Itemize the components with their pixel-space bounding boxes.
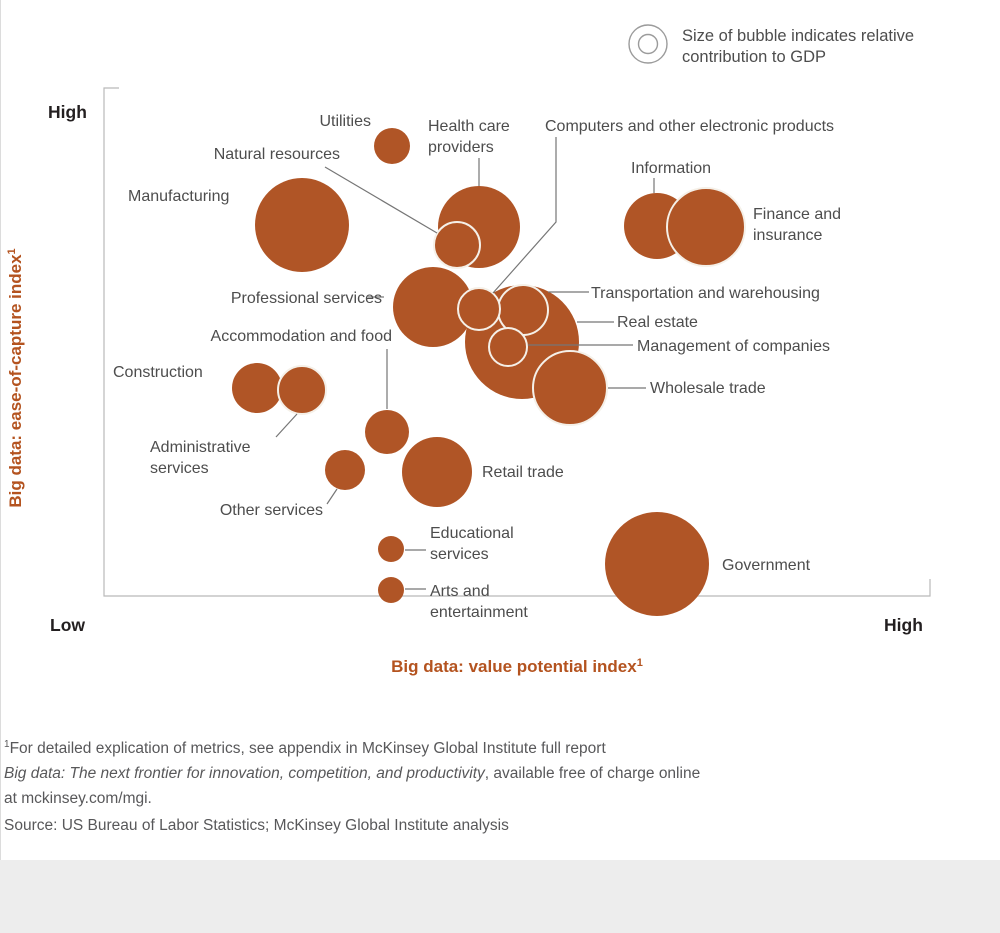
legend: Size of bubble indicates relative contri…: [628, 24, 914, 66]
bubble-label-wholesale-trade: Wholesale trade: [650, 380, 766, 397]
y-axis-high-label: High: [48, 102, 87, 122]
x-axis-title: Big data: value potential index1: [391, 657, 643, 676]
legend-bubble-inner-icon: [637, 33, 659, 55]
bubble-label-real-estate: Real estate: [617, 314, 698, 331]
bubble-label-computers-electronics: Computers and other electronic products: [545, 118, 834, 135]
footnote-block: 1For detailed explication of metrics, se…: [4, 736, 864, 811]
bubble-construction: [232, 363, 282, 413]
bubbles-layer: [232, 128, 746, 616]
bubble-finance-insurance: [666, 187, 746, 267]
bubble-manufacturing: [255, 178, 349, 272]
page-bottom-strip: [0, 860, 1000, 933]
bubble-label-transportation-warehousing: Transportation and warehousing: [591, 285, 820, 302]
bubble-labels-layer: Real estate Professional services Health c…: [113, 113, 841, 621]
bubble-label-finance-insurance: Finance and insurance: [753, 206, 841, 244]
bubble-label-professional-services: Professional services: [231, 290, 382, 307]
source-line: Source: US Bureau of Labor Statistics; M…: [4, 817, 509, 834]
bubble-professional-services: [393, 267, 473, 347]
leader-line-natural-resources: [324, 166, 438, 234]
y-axis-low-label: Low: [50, 615, 85, 635]
legend-caption-line1: Size of bubble indicates relative: [682, 27, 914, 45]
bubble-label-manufacturing: Manufacturing: [128, 188, 229, 205]
bubble-utilities: [374, 128, 410, 164]
bubble-arts-entertainment: [378, 577, 404, 603]
y-axis-title: Big data: ease-of-capture index1: [6, 248, 25, 507]
bubble-label-management-of-companies: Management of companies: [637, 338, 830, 355]
bubble-label-accommodation-food: Accommodation and food: [211, 328, 392, 345]
bubble-computers-electronics: [457, 287, 501, 331]
bubble-accommodation-food: [365, 410, 409, 454]
footnote-line-2: Big data: The next frontier for innovati…: [4, 765, 701, 782]
legend-caption-line2: contribution to GDP: [682, 48, 826, 66]
bubble-management-of-companies: [488, 327, 528, 367]
footnote-line-3: at mckinsey.com/mgi.: [4, 790, 152, 807]
chart-area: Size of bubble indicates relative contri…: [6, 24, 931, 676]
bubble-label-other-services: Other services: [220, 502, 323, 519]
leaders-layer: [275, 137, 655, 590]
axis-lines: [103, 87, 931, 597]
bubble-label-educational-services: Educational services: [430, 525, 514, 563]
bubble-other-services: [325, 450, 365, 490]
bubble-wholesale-trade: [532, 350, 608, 426]
bubble-label-administrative-services: Administrative services: [150, 439, 251, 477]
bubble-government: [605, 512, 709, 616]
bubble-label-retail-trade: Retail trade: [482, 464, 564, 481]
bubble-chart-svg: Size of bubble indicates relative contri…: [6, 24, 931, 676]
bubble-label-information: Information: [631, 160, 711, 177]
page-left-edge: [0, 0, 1, 933]
bubble-label-utilities: Utilities: [319, 113, 371, 130]
bubble-label-arts-entertainment: Arts and entertainment: [430, 583, 528, 621]
leader-line-computers-electronics: [492, 137, 557, 294]
footnote-report-title: Big data: The next frontier for innovati…: [4, 765, 485, 782]
bubble-label-construction: Construction: [113, 364, 203, 381]
footnote-superscript: 1: [4, 738, 10, 750]
legend-bubble-outer-icon: [628, 24, 668, 64]
bubble-administrative-services: [277, 365, 327, 415]
x-axis-high-label: High: [884, 615, 923, 635]
bubble-educational-services: [378, 536, 404, 562]
bubble-retail-trade: [402, 437, 472, 507]
bubble-label-health-care-providers: Health care providers: [428, 118, 510, 156]
bubble-label-government: Government: [722, 557, 811, 574]
leader-line-administrative-services: [275, 413, 298, 438]
bubble-natural-resources: [433, 221, 481, 269]
bubble-label-natural-resources: Natural resources: [214, 146, 340, 163]
footnote-line-1: 1For detailed explication of metrics, se…: [4, 738, 606, 757]
leader-line-other-services: [326, 488, 338, 505]
